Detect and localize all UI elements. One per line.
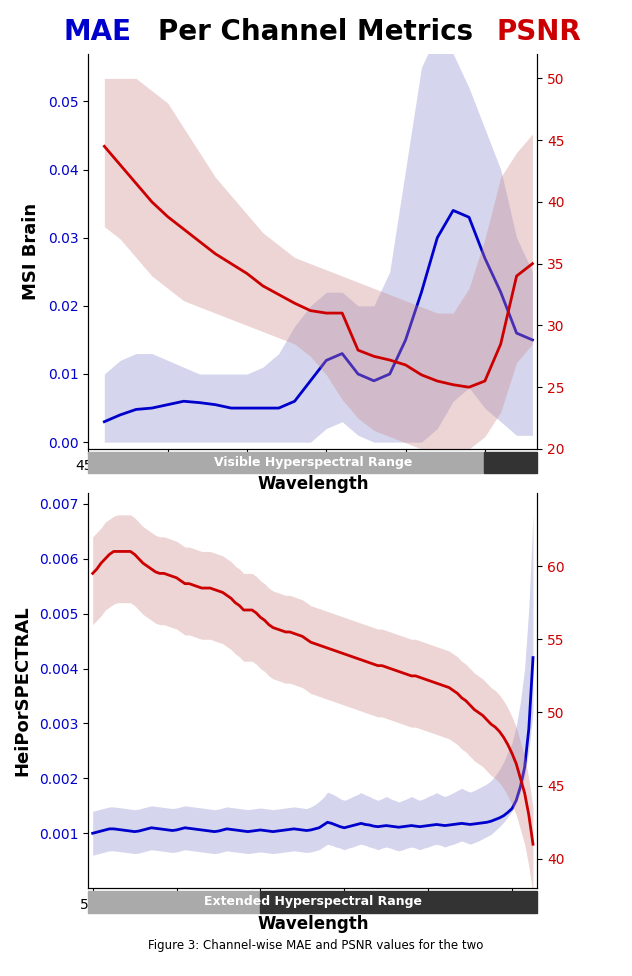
Text: MAE: MAE: [63, 18, 131, 46]
X-axis label: Wavelength: Wavelength: [257, 915, 368, 933]
Text: PSNR: PSNR: [497, 18, 581, 46]
Text: Figure 3: Channel-wise MAE and PSNR values for the two: Figure 3: Channel-wise MAE and PSNR valu…: [149, 939, 483, 952]
Y-axis label: HeiPorSPECTRAL: HeiPorSPECTRAL: [13, 605, 31, 776]
Bar: [484, 452, 537, 473]
Text: Visible Hyperspectral Range: Visible Hyperspectral Range: [214, 456, 412, 469]
Bar: [88, 452, 484, 473]
Bar: [260, 891, 537, 913]
Text: Per Channel Metrics: Per Channel Metrics: [159, 18, 473, 46]
X-axis label: Wavelength: Wavelength: [257, 475, 368, 494]
Bar: [88, 891, 260, 913]
Text: Extended Hyperspectral Range: Extended Hyperspectral Range: [204, 895, 422, 909]
Y-axis label: MSI Brain: MSI Brain: [21, 203, 40, 300]
